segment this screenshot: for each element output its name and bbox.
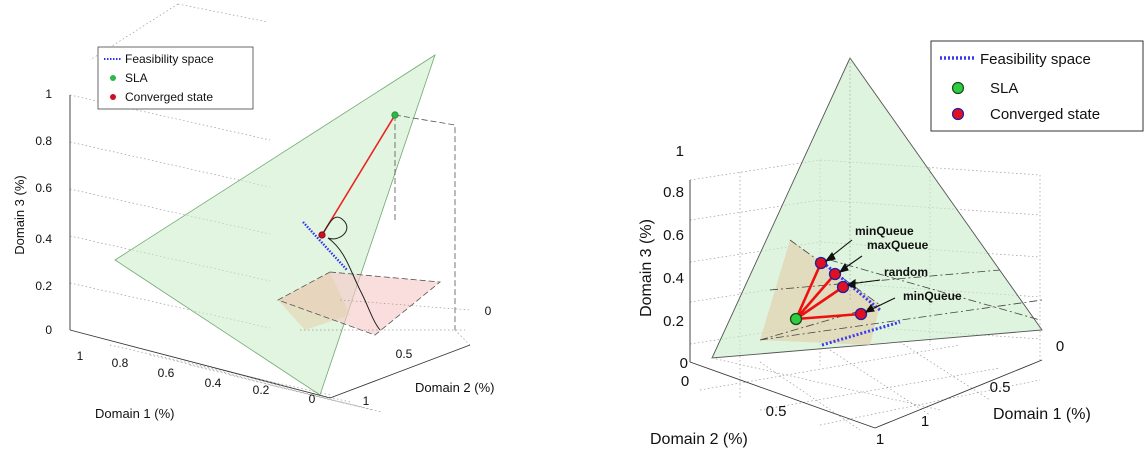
left-box-top-edges — [89, 3, 269, 61]
right-annotation-maxqueue: maxQueue — [867, 238, 929, 252]
right-converged-point-maxqueue — [828, 267, 842, 281]
left-trajectory — [321, 216, 381, 331]
left-z-tick: 0 — [45, 323, 52, 337]
right-y-tick: 1 — [876, 431, 884, 448]
right-z-tick: 0.8 — [663, 184, 684, 201]
right-path-maxqueue — [795, 273, 836, 320]
left-x-tick: 0 — [309, 392, 316, 406]
right-sla-point — [789, 312, 803, 326]
right-feasibility-segment — [819, 258, 881, 312]
right-converged-point-random — [836, 280, 850, 294]
right-legend-converged-swatch — [951, 107, 965, 121]
left-z-tick: 0.8 — [35, 134, 52, 148]
left-floor-gridlines — [109, 344, 383, 413]
right-legend-sla-swatch — [951, 81, 965, 95]
left-z-ticks: 0 0.2 0.4 0.6 0.8 1 — [35, 87, 52, 337]
left-sla-point — [391, 111, 399, 119]
left-overlap-plane — [278, 272, 350, 330]
left-z-tick: 0.6 — [35, 181, 52, 195]
right-feasibility-segment-a — [821, 320, 901, 347]
right-y-axis-label: Domain 2 (%) — [650, 431, 748, 448]
right-legend-converged-label: Converged state — [990, 106, 1100, 123]
left-axes — [69, 95, 471, 399]
left-x-tick: 0.2 — [253, 383, 270, 397]
right-z-tick: 0.6 — [663, 227, 684, 244]
left-y-tick: 1 — [363, 394, 370, 408]
right-z-tick: 0.4 — [663, 270, 684, 287]
arrowhead-maxqueue — [838, 262, 849, 273]
left-legend-sla-swatch — [110, 75, 116, 81]
right-converged-point-minqueue-a — [814, 256, 828, 270]
left-legend: Feasibility space SLA Converged state — [97, 46, 254, 110]
right-legend-box — [930, 40, 1144, 132]
right-y-ticks: 0 0.5 1 — [681, 373, 884, 448]
right-path-minqueue-a — [794, 262, 823, 320]
right-legend: Feasibility space SLA Converged state — [930, 40, 1144, 132]
right-axes — [689, 180, 1043, 429]
left-y-tick: 0.5 — [396, 347, 413, 361]
right-z-tick: 0.2 — [663, 313, 684, 330]
left-z-axis-label: Domain 3 (%) — [12, 175, 27, 254]
right-annotation-random: random — [884, 265, 928, 279]
left-x-tick: 0.4 — [205, 376, 222, 390]
left-feasibility-segment — [302, 221, 348, 271]
right-z-tick: 1 — [676, 143, 684, 160]
right-z-ticks: 0 0.2 0.4 0.6 0.8 1 — [663, 143, 688, 372]
right-annotation-minqueue-b: minQueue — [903, 289, 962, 303]
right-annotation-minqueue-a: minQueue — [855, 224, 914, 238]
right-extra-guides — [711, 58, 941, 411]
right-x-tick: 1 — [921, 413, 929, 430]
right-x-tick: 0 — [1056, 338, 1064, 355]
right-x-axis-label: Domain 1 (%) — [993, 406, 1091, 423]
left-y-axis-label: Domain 2 (%) — [415, 380, 494, 395]
chart-left: 0 0.2 0.4 0.6 0.8 1 1 0.8 0.6 0.4 0.2 0 … — [12, 3, 494, 421]
left-x-ticks: 1 0.8 0.6 0.4 0.2 0 — [77, 349, 316, 406]
left-x-tick: 1 — [77, 349, 84, 363]
right-y-tick: 0.5 — [766, 403, 787, 420]
arrowhead-minqueue-b — [864, 303, 875, 313]
left-legend-converged-label: Converged state — [125, 90, 213, 104]
left-x-tick: 0.6 — [158, 366, 175, 380]
left-dashed-guides — [277, 114, 456, 336]
right-floor-gridlines — [699, 341, 1041, 431]
left-legend-sla-label: SLA — [125, 71, 148, 85]
right-convergence-lines — [794, 262, 862, 321]
left-convergence-line — [321, 114, 396, 236]
right-converged-point-minqueue-b — [854, 307, 868, 321]
left-x-tick: 0.8 — [112, 356, 129, 370]
left-legend-converged-swatch — [110, 94, 116, 100]
left-legend-feasibility-label: Feasibility space — [125, 52, 214, 66]
right-x-tick: 0.5 — [990, 379, 1011, 396]
left-feasibility-plane — [114, 54, 436, 396]
left-x-axis-label: Domain 1 (%) — [95, 406, 174, 421]
right-legend-feasibility-label: Feasibility space — [980, 51, 1091, 68]
arrowhead-minqueue-a — [824, 251, 836, 262]
arrowhead-random — [846, 278, 856, 289]
left-z-tick: 0.4 — [35, 232, 52, 246]
right-annotation-arrows — [824, 239, 896, 313]
right-z-tick: 0 — [680, 355, 688, 372]
left-converged-point — [318, 231, 326, 239]
right-z-axis-label: Domain 3 (%) — [638, 219, 655, 317]
right-x-ticks: 0 0.5 1 — [921, 338, 1064, 430]
right-path-random — [795, 285, 844, 321]
left-extra-guides — [300, 299, 471, 346]
left-z-tick: 0.2 — [35, 279, 52, 293]
left-y-tick: 0 — [485, 304, 492, 318]
chart-right: 0 0.2 0.4 0.6 0.8 1 0 0.5 1 0 0.5 1 Doma… — [638, 40, 1144, 448]
left-y-ticks: 0 0.5 1 — [363, 304, 492, 408]
right-path-minqueue-b — [795, 312, 862, 321]
right-y-tick: 0 — [681, 373, 689, 390]
left-legend-box — [97, 46, 254, 110]
right-legend-sla-label: SLA — [990, 80, 1018, 97]
left-z-tick: 1 — [45, 87, 52, 101]
